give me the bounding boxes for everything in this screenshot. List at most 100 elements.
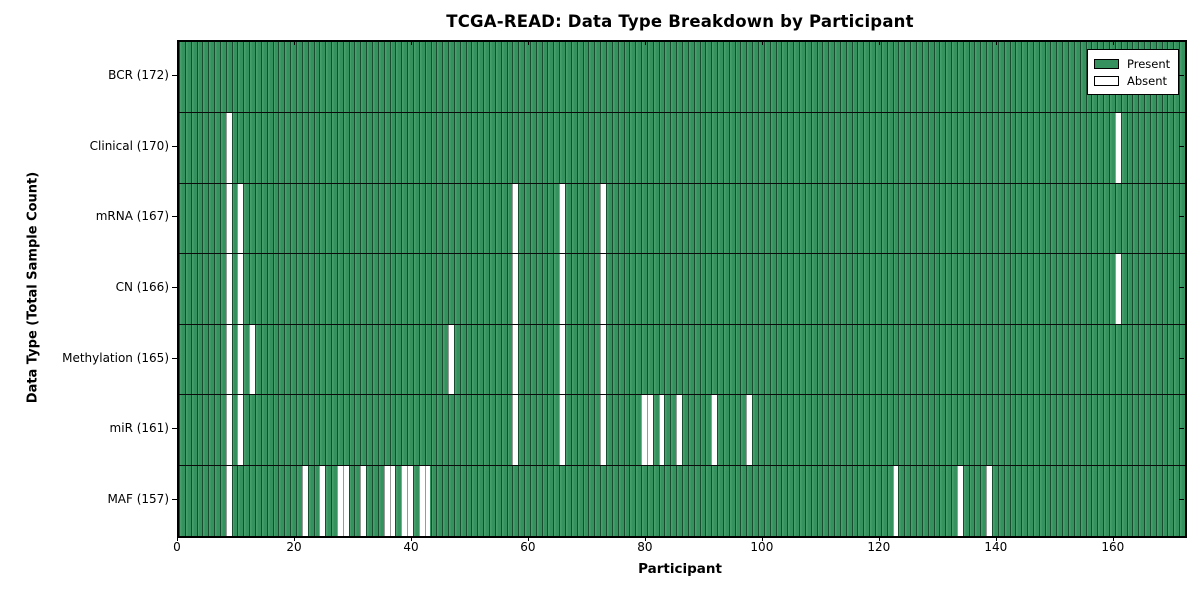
- cell-mir-30: [354, 394, 361, 466]
- cell-mrna-4: [202, 183, 209, 254]
- cell-maf-24: [319, 465, 326, 536]
- cell-mir-101: [769, 394, 776, 466]
- cell-clinical-42: [424, 112, 431, 184]
- cell-bcr-108: [810, 42, 817, 113]
- cell-clinical-110: [822, 112, 829, 184]
- cell-methylation-148: [1044, 324, 1051, 395]
- cell-mir-165: [1144, 394, 1150, 466]
- cell-maf-162: [1126, 465, 1133, 536]
- cell-maf-22: [307, 465, 314, 536]
- cell-methylation-22: [307, 324, 314, 395]
- cell-methylation-128: [927, 324, 934, 395]
- cell-cn-147: [1038, 253, 1045, 325]
- cell-clinical-70: [588, 112, 595, 184]
- cell-cn-116: [857, 253, 864, 325]
- cell-bcr-21: [301, 42, 308, 113]
- cell-mrna-32: [366, 183, 372, 254]
- cell-bcr-121: [886, 42, 893, 113]
- cell-bcr-60: [529, 42, 536, 113]
- cell-bcr-103: [781, 42, 788, 113]
- cell-mrna-151: [1062, 183, 1069, 254]
- cell-mrna-149: [1050, 183, 1057, 254]
- cell-methylation-3: [196, 324, 203, 395]
- cell-mir-154: [1079, 394, 1086, 466]
- cell-mir-83: [664, 394, 671, 466]
- cell-maf-150: [1056, 465, 1063, 536]
- cell-cn-129: [933, 253, 940, 325]
- cell-bcr-61: [535, 42, 542, 113]
- cell-mir-34: [377, 394, 384, 466]
- cell-methylation-126: [915, 324, 922, 395]
- cell-mrna-5: [208, 183, 215, 254]
- cell-bcr-74: [611, 42, 618, 113]
- cell-clinical-130: [939, 112, 946, 184]
- cell-maf-81: [652, 465, 659, 536]
- x-tick-label-140: 140: [984, 540, 1008, 554]
- cell-clinical-55: [500, 112, 507, 184]
- cell-clinical-51: [477, 112, 484, 184]
- cell-maf-104: [787, 465, 794, 536]
- cell-clinical-98: [752, 112, 759, 184]
- cell-clinical-54: [494, 112, 501, 184]
- cell-cn-78: [635, 253, 642, 325]
- cell-clinical-100: [763, 112, 770, 184]
- cell-mir-113: [839, 394, 846, 466]
- cell-maf-100: [763, 465, 770, 536]
- cell-mrna-36: [389, 183, 396, 254]
- cell-cn-151: [1062, 253, 1069, 325]
- cell-cn-140: [997, 253, 1004, 325]
- cell-bcr-98: [752, 42, 759, 113]
- cell-bcr-11: [243, 42, 250, 113]
- x-axis-tick: [527, 536, 529, 541]
- cell-clinical-65: [559, 112, 566, 184]
- cell-mir-109: [816, 394, 823, 466]
- cell-mir-16: [272, 394, 279, 466]
- cell-bcr-136: [974, 42, 981, 113]
- cell-clinical-6: [214, 112, 220, 184]
- cell-maf-113: [839, 465, 846, 536]
- cell-maf-171: [1179, 465, 1185, 536]
- cell-mir-143: [1015, 394, 1022, 466]
- cell-mrna-28: [342, 183, 349, 254]
- legend-item-present: Present: [1094, 55, 1172, 72]
- cell-clinical-159: [1108, 112, 1115, 184]
- cell-mir-137: [980, 394, 987, 466]
- x-tick-label-120: 120: [867, 540, 891, 554]
- cell-maf-36: [389, 465, 396, 536]
- cell-mir-116: [857, 394, 864, 466]
- cell-mrna-58: [518, 183, 525, 254]
- cell-maf-6: [214, 465, 220, 536]
- cell-methylation-139: [991, 324, 998, 395]
- cell-bcr-31: [360, 42, 367, 113]
- cell-mir-138: [986, 394, 992, 466]
- cell-bcr-22: [307, 42, 314, 113]
- cell-mrna-67: [570, 183, 577, 254]
- cell-methylation-95: [734, 324, 741, 395]
- cell-clinical-120: [880, 112, 887, 184]
- cell-clinical-137: [980, 112, 987, 184]
- cell-mir-123: [898, 394, 905, 466]
- y-axis-tick: [172, 428, 177, 430]
- cell-clinical-2: [190, 112, 197, 184]
- cell-maf-61: [535, 465, 542, 536]
- cell-methylation-33: [372, 324, 378, 395]
- cell-maf-29: [348, 465, 355, 536]
- cell-mir-94: [728, 394, 735, 466]
- cell-mir-17: [278, 394, 285, 466]
- cell-methylation-64: [553, 324, 560, 395]
- cell-mir-57: [512, 394, 519, 466]
- cell-clinical-96: [740, 112, 747, 184]
- cell-cn-108: [810, 253, 817, 325]
- cell-clinical-158: [1103, 112, 1109, 184]
- cell-methylation-39: [407, 324, 413, 395]
- cell-cn-16: [272, 253, 279, 325]
- cell-maf-94: [728, 465, 735, 536]
- cell-cn-72: [600, 253, 606, 325]
- cell-methylation-27: [336, 324, 343, 395]
- cell-bcr-77: [629, 42, 636, 113]
- cell-clinical-14: [260, 112, 267, 184]
- cell-cn-118: [869, 253, 875, 325]
- cell-mir-9: [231, 394, 238, 466]
- cell-methylation-115: [851, 324, 858, 395]
- chart-title: TCGA-READ: Data Type Breakdown by Partic…: [446, 12, 914, 31]
